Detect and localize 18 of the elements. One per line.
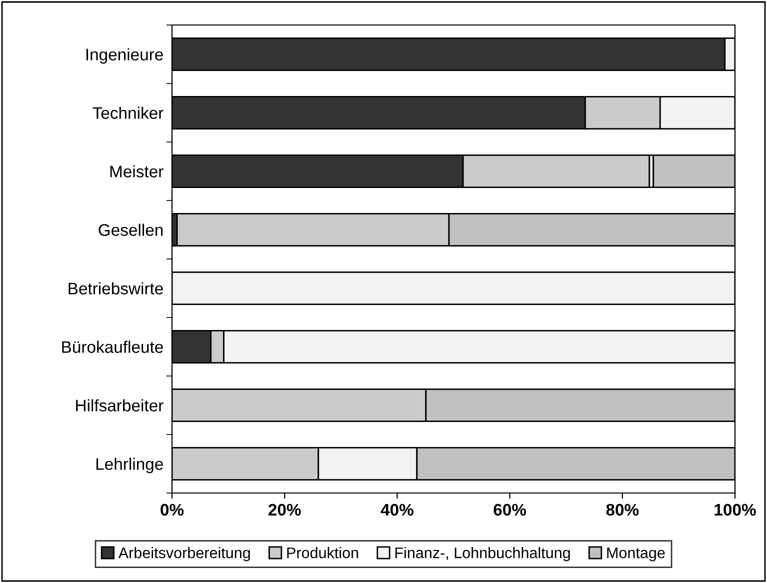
y-tick-label: Ingenieure [86, 48, 163, 64]
x-tick-label: 100% [714, 504, 756, 516]
y-tick-label: Bürokaufleute [62, 340, 163, 353]
y-tick-label: Hilfsarbeiter [76, 399, 164, 412]
x-tick-label: 80% [606, 504, 639, 516]
legend-label: Finanz-, Lohnbuchhaltung [395, 547, 570, 562]
legend-label: Arbeitsvorbereitung [118, 547, 250, 562]
y-tick-label: Betriebswirte [68, 282, 163, 294]
y-tick-label: Meister [110, 165, 164, 178]
x-tick-label: 20% [268, 504, 301, 516]
x-tick-label: 40% [380, 504, 414, 516]
y-tick-label: Lehrlinge [96, 458, 163, 474]
y-tick-label: Gesellen [98, 224, 163, 236]
legend-label: Montage [607, 548, 665, 562]
x-tick-label: 60% [494, 504, 526, 516]
x-tick-label: 0% [160, 504, 184, 516]
y-tick-label: Techniker [92, 106, 164, 119]
legend-label: Produktion [287, 547, 358, 558]
